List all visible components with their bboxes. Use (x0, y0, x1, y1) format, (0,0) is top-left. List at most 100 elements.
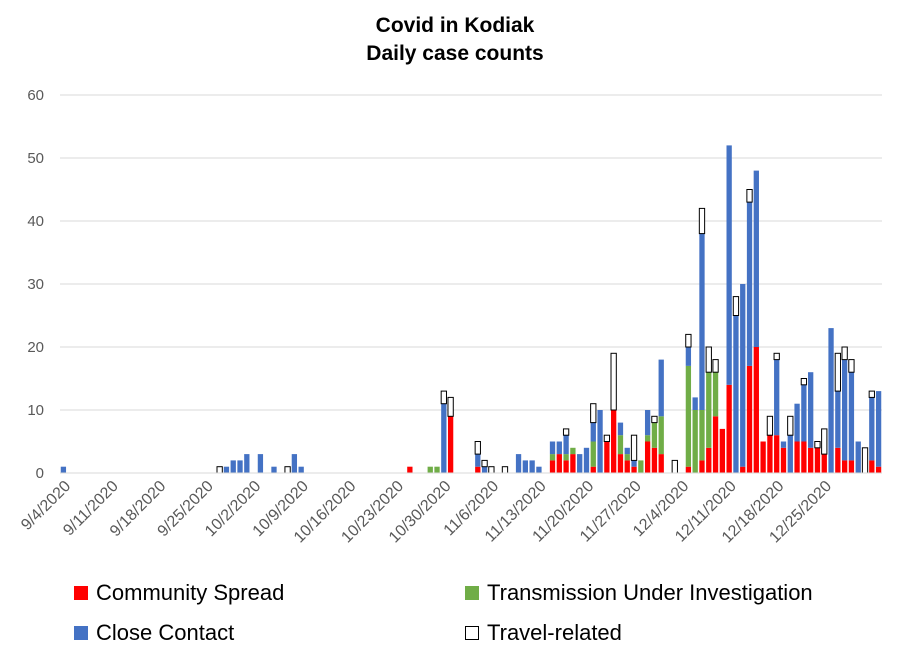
bar-segment-close-contact (801, 384, 807, 442)
bar-chart: 01020304050609/4/20209/11/20209/18/20209… (18, 87, 882, 546)
bar-segment-community-spread (835, 447, 841, 473)
bar-segment-transmission-under-investigation (624, 454, 630, 461)
bar-segment-community-spread (841, 460, 848, 473)
bar-segment-close-contact (481, 466, 488, 473)
bar-segment-community-spread (760, 441, 766, 473)
bar-segment-close-contact (753, 170, 759, 347)
legend-swatch-travel-related (465, 626, 479, 640)
bar-segment-close-contact (223, 466, 230, 473)
bar-segment-travel-related (501, 466, 509, 474)
legend-label-community-spread: Community Spread (96, 580, 285, 605)
bar-segment-travel-related (440, 390, 447, 405)
bar-segment-close-contact (835, 391, 841, 448)
bar-segment-travel-related (787, 415, 794, 436)
bar-segment-community-spread (808, 447, 814, 473)
legend-label-travel-related: Travel-related (487, 620, 622, 645)
y-tick-label: 20 (27, 339, 44, 356)
bar-segment-close-contact (787, 435, 793, 473)
bar-segment-community-spread (685, 466, 692, 473)
bar-segment-travel-related (814, 441, 821, 449)
legend-swatch-transmission-under-investigation (465, 586, 479, 600)
bar-segment-transmission-under-investigation (699, 410, 705, 461)
bar-segment-transmission-under-investigation (651, 422, 658, 448)
bar-segment-community-spread (570, 454, 576, 473)
bar-segment-transmission-under-investigation (706, 372, 712, 448)
bar-segment-transmission-under-investigation (617, 435, 624, 455)
y-tick-label: 40 (27, 213, 44, 230)
bar-segment-close-contact (692, 397, 698, 410)
bar-segment-travel-related (671, 459, 678, 474)
bar-segment-travel-related (698, 207, 706, 235)
bar-segment-close-contact (746, 202, 753, 366)
bar-segment-transmission-under-investigation (638, 460, 644, 473)
bar-segment-close-contact (794, 403, 800, 442)
bar-segment-close-contact (522, 460, 528, 473)
bar-segment-community-spread (875, 466, 882, 473)
bar-segment-travel-related (216, 466, 223, 474)
bar-segment-community-spread (590, 466, 596, 473)
bar-segment-transmission-under-investigation (685, 365, 692, 467)
bar-segment-travel-related (590, 403, 597, 424)
bar-segment-travel-related (603, 434, 611, 443)
bar-segment-community-spread (869, 460, 875, 473)
bar-segment-close-contact (590, 422, 596, 442)
bar-segment-travel-related (800, 378, 808, 386)
bar-segment-community-spread (712, 416, 719, 473)
bar-segment-community-spread (740, 466, 746, 473)
bar-segment-travel-related (481, 459, 488, 468)
bar-segment-close-contact (780, 441, 787, 448)
bar-segment-travel-related (841, 346, 848, 361)
bar-segment-close-contact (271, 466, 277, 473)
bar-segment-close-contact (658, 359, 664, 417)
bar-segment-community-spread (651, 447, 658, 473)
bar-segment-close-contact (549, 441, 556, 455)
bar-segment-close-contact (244, 454, 250, 473)
bar-segment-close-contact (563, 435, 569, 455)
bar-segment-transmission-under-investigation (570, 447, 576, 455)
bar-segment-travel-related (848, 359, 855, 373)
bar-segment-close-contact (257, 454, 264, 473)
bar-segment-travel-related (651, 415, 658, 424)
bar-segment-travel-related (488, 466, 495, 474)
y-tick-label: 0 (36, 465, 44, 482)
bar-segment-travel-related (474, 441, 481, 455)
y-tick-label: 50 (27, 150, 44, 167)
bar-segment-travel-related (562, 428, 570, 436)
bar-segment-travel-related (712, 359, 719, 373)
bar-segment-transmission-under-investigation (658, 416, 664, 455)
bar-segment-transmission-under-investigation (427, 466, 433, 473)
bar-segment-community-spread (631, 466, 637, 473)
bar-segment-community-spread (611, 410, 617, 473)
bar-segment-close-contact (875, 391, 882, 467)
bar-segment-close-contact (529, 460, 535, 473)
bar-segment-close-contact (624, 447, 630, 455)
legend-item-community-spread: Community Spread (74, 580, 284, 606)
bar-segment-close-contact (740, 284, 746, 467)
bar-segment-close-contact (699, 233, 705, 410)
bar-segment-transmission-under-investigation (692, 410, 698, 473)
y-tick-label: 30 (27, 276, 44, 293)
chart-title: Covid in Kodiak (375, 14, 535, 37)
legend-label-transmission-under-investigation: Transmission Under Investigation (487, 580, 813, 605)
bar-segment-travel-related (773, 352, 780, 361)
bar-segment-travel-related (746, 189, 753, 203)
bar-segment-close-contact (685, 347, 692, 366)
bar-segment-close-contact (441, 403, 447, 473)
bar-segment-community-spread (746, 365, 753, 473)
bar-segment-community-spread (475, 466, 481, 473)
bar-segment-travel-related (821, 428, 828, 455)
bar-segment-travel-related (630, 434, 638, 461)
bar-segment-community-spread (767, 435, 773, 473)
bar-segment-community-spread (658, 454, 664, 473)
bar-segment-community-spread (617, 454, 624, 473)
bar-segment-community-spread (814, 447, 821, 473)
bar-segment-close-contact (855, 441, 861, 473)
bar-segment-travel-related (861, 447, 869, 474)
bar-segment-close-contact (828, 328, 834, 473)
bar-segment-travel-related (610, 352, 617, 411)
bar-segment-community-spread (801, 441, 807, 473)
bar-segment-close-contact (298, 466, 304, 473)
y-tick-label: 60 (27, 87, 44, 104)
bar-segment-close-contact (808, 372, 814, 448)
legend-item-travel-related: Travel-related (465, 620, 622, 646)
